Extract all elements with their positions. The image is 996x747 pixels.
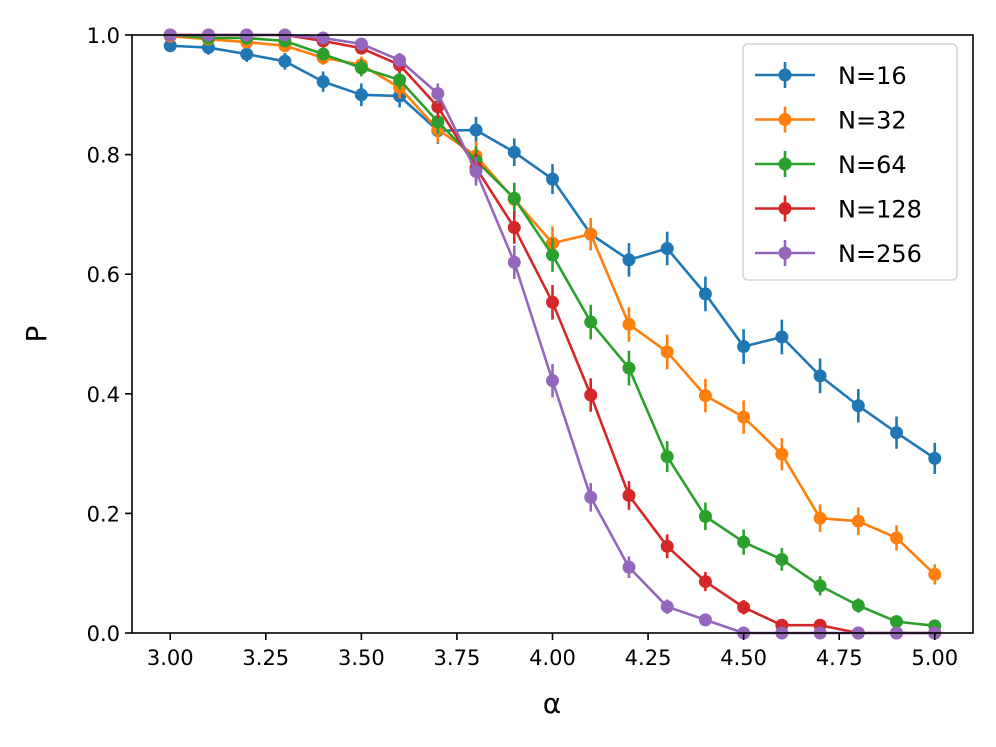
x-axis-ticks: 3.00 3.25 3.50 3.75 4.00 4.25 4.50 4.75 5.00 <box>147 633 958 670</box>
data-point <box>698 509 712 523</box>
data-point <box>278 54 292 68</box>
data-point <box>240 47 254 61</box>
data-point <box>354 61 368 75</box>
data-point <box>660 345 674 359</box>
legend-marker <box>778 157 792 171</box>
legend-entry: N=16 <box>755 62 907 90</box>
legend-marker <box>778 202 792 215</box>
data-point <box>775 447 789 461</box>
legend-entry: N=64 <box>755 151 907 179</box>
data-point <box>660 450 674 464</box>
data-point <box>584 227 598 241</box>
data-point <box>622 560 636 574</box>
data-point <box>584 490 598 504</box>
data-point <box>507 221 521 235</box>
x-tick-label: 3.25 <box>242 646 289 670</box>
data-point <box>622 488 636 502</box>
data-point <box>775 552 789 566</box>
data-point <box>890 426 904 440</box>
x-tick-label: 4.50 <box>720 646 767 670</box>
data-point <box>813 511 827 525</box>
data-point <box>316 47 330 61</box>
data-point <box>698 389 712 403</box>
legend-label: N=32 <box>838 107 907 135</box>
legend-box <box>742 43 958 281</box>
data-point <box>928 567 942 581</box>
legend-entry: N=32 <box>755 106 907 135</box>
y-tick-label: 0.2 <box>87 502 120 526</box>
y-tick-label: 0.6 <box>87 263 120 287</box>
data-point <box>354 37 368 51</box>
data-point <box>851 514 865 528</box>
x-axis-label: α <box>543 687 561 720</box>
data-point <box>546 374 559 388</box>
x-tick-label: 3.50 <box>338 646 385 670</box>
data-point <box>660 600 674 614</box>
x-tick-label: 3.00 <box>147 646 194 670</box>
data-point <box>813 579 827 593</box>
y-axis-ticks: 0.0 0.2 0.4 0.6 0.8 1.0 <box>87 24 132 646</box>
data-point <box>737 535 751 549</box>
data-point <box>469 164 483 178</box>
x-tick-label: 5.00 <box>911 646 958 670</box>
data-point <box>431 115 445 129</box>
data-point <box>698 613 712 627</box>
data-point <box>469 123 483 137</box>
data-point <box>316 31 330 45</box>
y-tick-label: 0.4 <box>87 383 120 407</box>
data-point <box>393 73 407 87</box>
data-point <box>584 315 598 329</box>
data-point <box>507 145 521 159</box>
data-point <box>737 410 751 424</box>
data-point <box>546 172 559 186</box>
data-point <box>622 361 636 375</box>
plot-content <box>163 28 942 640</box>
legend-marker <box>778 246 792 260</box>
legend: N=16 N=32 N=64 N=128 N=256 <box>742 43 958 281</box>
legend-label: N=64 <box>838 151 907 179</box>
legend-label: N=16 <box>838 62 907 90</box>
x-tick-label: 3.75 <box>434 646 481 670</box>
data-point <box>546 295 559 309</box>
data-point <box>507 191 521 205</box>
data-point <box>316 75 330 89</box>
legend-marker <box>778 113 792 126</box>
x-tick-label: 4.00 <box>529 646 576 670</box>
data-point <box>698 287 712 301</box>
data-point <box>775 330 789 344</box>
data-point <box>584 388 598 402</box>
legend-label: N=128 <box>838 196 922 224</box>
data-point <box>928 451 942 465</box>
x-tick-label: 4.75 <box>816 646 863 670</box>
y-axis-label: P <box>20 326 53 343</box>
data-point <box>354 88 368 102</box>
data-point <box>546 248 559 262</box>
legend-entry: N=128 <box>755 195 922 224</box>
y-tick-label: 0.8 <box>87 144 120 168</box>
data-point <box>622 317 636 331</box>
data-point <box>431 100 445 114</box>
legend-label: N=256 <box>838 240 922 268</box>
data-point <box>507 255 521 269</box>
data-point <box>890 531 904 545</box>
data-point <box>431 87 445 101</box>
y-tick-label: 1.0 <box>87 24 120 48</box>
data-point <box>737 600 751 614</box>
data-point <box>851 399 865 413</box>
y-tick-label: 0.0 <box>87 622 120 646</box>
legend-entry: N=256 <box>755 240 922 268</box>
data-point <box>851 598 865 612</box>
data-point <box>890 615 904 629</box>
data-point <box>163 39 177 53</box>
data-point <box>660 539 674 553</box>
data-point <box>698 575 712 589</box>
data-point <box>813 369 827 383</box>
data-point <box>622 253 636 267</box>
data-point <box>660 241 674 255</box>
data-point <box>393 53 407 67</box>
legend-marker <box>778 68 792 82</box>
x-tick-label: 4.25 <box>625 646 672 670</box>
data-point <box>737 340 751 354</box>
